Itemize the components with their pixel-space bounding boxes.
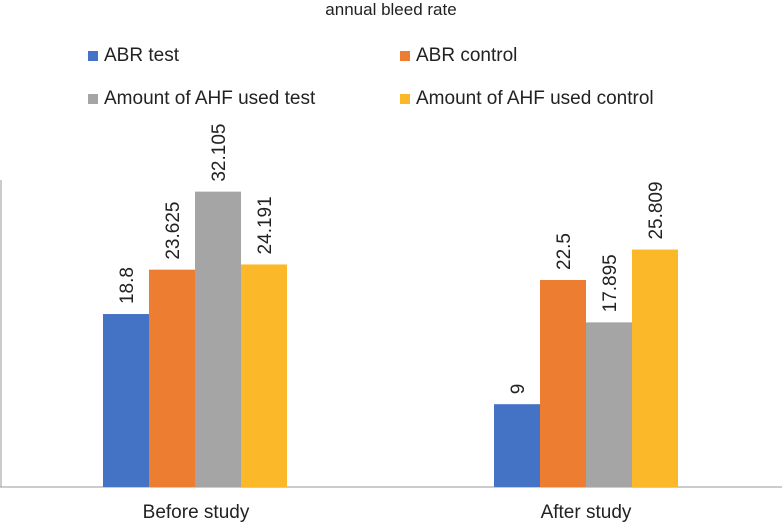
bar-amount-of-ahf-used-control-after-study bbox=[632, 249, 678, 487]
legend-item-abr-control: ABR control bbox=[400, 45, 517, 67]
legend-swatch-ahf-test bbox=[88, 94, 98, 104]
legend-swatch-ahf-control bbox=[400, 94, 410, 104]
data-label: 32.105 bbox=[209, 124, 230, 182]
legend-item-abr-test: ABR test bbox=[88, 45, 179, 67]
data-label: 9 bbox=[508, 384, 529, 395]
bar-abr-control-before-study bbox=[149, 269, 195, 487]
legend-label-abr-control: ABR control bbox=[416, 45, 518, 66]
data-label: 24.191 bbox=[255, 196, 276, 254]
data-label: 17.895 bbox=[600, 254, 621, 312]
legend-item-ahf-test: Amount of AHF used test bbox=[88, 88, 315, 110]
legend-label-abr-test: ABR test bbox=[104, 45, 179, 66]
bar-abr-control-after-study bbox=[540, 280, 586, 487]
data-label: 22.5 bbox=[554, 233, 575, 270]
data-label: 25.809 bbox=[646, 181, 667, 239]
bar-abr-test-before-study bbox=[103, 314, 149, 487]
data-labels-group: 18.8 23.625 32.105 24.191 9 22.5 17.895 25.809 bbox=[117, 124, 667, 395]
category-label: Before study bbox=[143, 502, 250, 523]
data-label: 23.625 bbox=[163, 202, 184, 260]
bar-amount-of-ahf-used-test-after-study bbox=[586, 322, 632, 487]
bars-group bbox=[103, 191, 678, 487]
legend-swatch-abr-test bbox=[88, 51, 98, 61]
data-label: 18.8 bbox=[117, 267, 138, 304]
bar-amount-of-ahf-used-test-before-study bbox=[195, 191, 241, 487]
chart-title: annual bleed rate bbox=[325, 0, 457, 19]
bar-abr-test-after-study bbox=[494, 404, 540, 487]
legend-label-ahf-control: Amount of AHF used control bbox=[416, 88, 654, 109]
bar-amount-of-ahf-used-control-before-study bbox=[241, 264, 287, 487]
legend: ABR test ABR control Amount of AHF used … bbox=[0, 41, 782, 121]
legend-swatch-abr-control bbox=[400, 51, 410, 61]
legend-label-ahf-test: Amount of AHF used test bbox=[104, 88, 316, 109]
category-labels-group: Before study After study bbox=[143, 502, 632, 523]
category-label: After study bbox=[541, 502, 632, 523]
legend-item-ahf-control: Amount of AHF used control bbox=[400, 88, 654, 110]
